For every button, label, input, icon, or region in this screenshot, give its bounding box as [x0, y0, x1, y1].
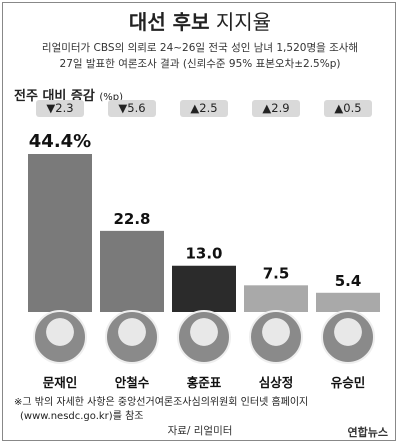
candidate-name-1: 문재인: [42, 375, 78, 390]
candidate-name-4: 심상정: [258, 375, 294, 390]
bar-1: [28, 154, 92, 312]
bar-value-label-5: 5.4: [335, 272, 362, 290]
candidate-photo-5: [321, 310, 375, 364]
candidate-name-2: 안철수: [114, 375, 150, 390]
candidate-5: 유승민: [312, 310, 384, 391]
bar-2: [100, 230, 164, 312]
change-badge-5: ▲0.5: [324, 100, 372, 117]
news-logo: 연합뉴스: [347, 426, 388, 439]
change-badge-4: ▲2.9: [252, 100, 300, 117]
candidate-2: 안철수: [96, 310, 168, 391]
graphic-frame: [2, 2, 396, 441]
change-badge-3: ▲2.5: [180, 100, 228, 117]
survey-note-1: 리얼미터가 CBS의 의뢰로 24~26일 전국 성인 남녀 1,520명을 조…: [41, 42, 359, 54]
bar-4: [244, 285, 308, 312]
candidate-name-5: 유승민: [330, 375, 366, 390]
change-unit: (%p): [99, 92, 123, 103]
footnote-line-1: ※그 밖의 자세한 사항은 중앙선거여론조사심의위원회 인터넷 홈페이지: [14, 397, 309, 408]
candidate-photo-4: [249, 310, 303, 364]
title-rest: 지지율: [215, 10, 272, 34]
survey-note-2: 27일 발표한 여론조사 결과 (신뢰수준 95% 표본오차±2.5%p): [59, 58, 341, 70]
candidate-photo-2: [105, 310, 159, 364]
change-badge-1: ▼2.3: [36, 100, 84, 117]
change-badge-2: ▼5.6: [108, 100, 156, 117]
bar-value-label-2: 22.8: [113, 210, 150, 228]
chart-title: 대선 후보 지지율: [0, 6, 400, 35]
bar-value-label-4: 7.5: [263, 264, 290, 282]
candidate-3: 홍준표: [168, 310, 240, 391]
footnote-line-2: (www.nesdc.go.kr)를 참조: [20, 411, 144, 422]
bar-value-label-3: 13.0: [185, 245, 222, 263]
source: 자료/ 리얼미터: [167, 425, 233, 437]
bar-value-label-1: 44.4%: [29, 131, 91, 152]
bar-3: [172, 265, 236, 312]
candidate-1: 문재인: [24, 310, 96, 391]
bar-5: [316, 292, 380, 312]
title-bold: 대선 후보: [128, 10, 210, 34]
candidate-photo-3: [177, 310, 231, 364]
candidate-photo-1: [33, 310, 87, 364]
candidate-4: 심상정: [240, 310, 312, 391]
candidate-name-3: 홍준표: [186, 375, 222, 390]
